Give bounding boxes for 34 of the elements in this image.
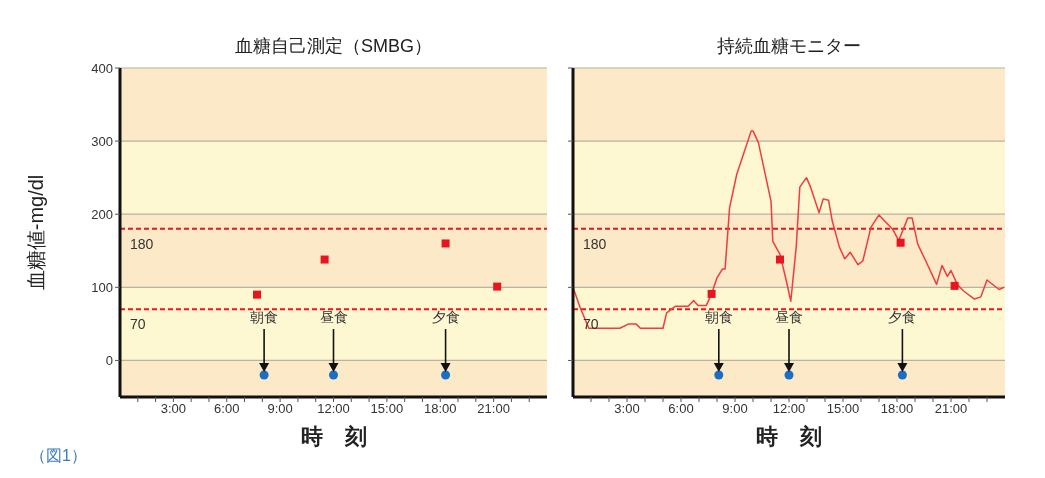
annotation: 朝食	[250, 309, 279, 326]
x-tick-label: 12:00	[317, 401, 350, 417]
x-tick-label: 15:00	[826, 401, 860, 417]
y-tick-label: 400	[91, 60, 113, 76]
chart-title: 持続血糖モニター	[716, 35, 862, 58]
x-tick-label: 21:00	[934, 401, 968, 417]
y-tick-label: 0	[105, 353, 113, 369]
ref-line-label: 70	[130, 316, 146, 333]
x-tick-label: 18:00	[880, 401, 914, 417]
x-tick-label: 6:00	[668, 401, 694, 417]
text: （図1）	[30, 446, 87, 466]
y-tick-label: 300	[91, 133, 113, 149]
x-tick-label: 9:00	[267, 401, 293, 417]
annotation: 朝食	[704, 309, 733, 326]
annotation: 昼食	[775, 309, 803, 326]
x-tick-label: 6:00	[214, 401, 240, 417]
x-tick-label: 15:00	[370, 401, 404, 417]
y-axis-title: 血糖値-mg/dl	[25, 174, 48, 291]
annotation: 夕食	[431, 309, 460, 326]
x-tick-label: 3:00	[160, 401, 187, 417]
x-tick-label: 3:00	[614, 401, 640, 417]
annotation: 夕食	[888, 309, 917, 326]
chart-title: 血糖自己測定（SMBG）	[234, 35, 433, 58]
x-tick-label: 12:00	[772, 401, 806, 417]
x-axis-title: 時 刻	[755, 423, 823, 451]
ref-line-label: 180	[583, 235, 607, 252]
x-tick-label: 21:00	[477, 401, 510, 417]
x-tick-label: 9:00	[722, 401, 748, 417]
y-tick-label: 100	[91, 279, 113, 295]
annotation: 昼食	[319, 309, 348, 326]
ref-line-label: 180	[130, 235, 154, 252]
x-axis-title: 時 刻	[299, 423, 368, 451]
x-tick-label: 18:00	[423, 401, 457, 417]
y-tick-label: 200	[91, 206, 113, 222]
